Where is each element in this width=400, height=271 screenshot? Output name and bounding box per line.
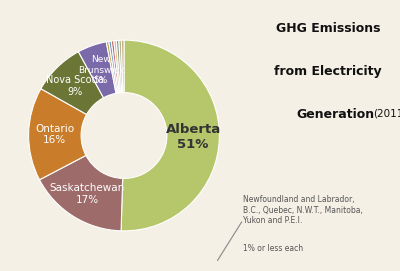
Text: Nova Scotia
9%: Nova Scotia 9%: [46, 75, 104, 97]
Wedge shape: [111, 41, 120, 93]
Wedge shape: [41, 52, 104, 114]
Wedge shape: [40, 155, 123, 231]
Wedge shape: [116, 40, 122, 93]
Text: from Electricity: from Electricity: [274, 65, 382, 78]
Text: New
Brunswick
5%: New Brunswick 5%: [78, 56, 124, 85]
Text: Alberta
51%: Alberta 51%: [166, 122, 221, 151]
Wedge shape: [122, 40, 124, 93]
Text: 1% or less each: 1% or less each: [243, 244, 303, 253]
Wedge shape: [121, 40, 219, 231]
Text: (2011): (2011): [373, 108, 400, 118]
Wedge shape: [106, 41, 117, 93]
Wedge shape: [29, 89, 86, 180]
Text: Generation: Generation: [296, 108, 374, 121]
Text: GHG Emissions: GHG Emissions: [276, 22, 380, 35]
Wedge shape: [114, 40, 120, 93]
Text: Newfoundland and Labrador,
B.C., Quebec, N.W.T., Manitoba,
Yukon and P.E.I.: Newfoundland and Labrador, B.C., Quebec,…: [243, 195, 363, 225]
Text: Ontario
16%: Ontario 16%: [35, 124, 74, 145]
Wedge shape: [119, 40, 123, 93]
Wedge shape: [78, 42, 116, 98]
Wedge shape: [109, 41, 118, 93]
Text: Saskatchewan
17%: Saskatchewan 17%: [50, 183, 125, 205]
